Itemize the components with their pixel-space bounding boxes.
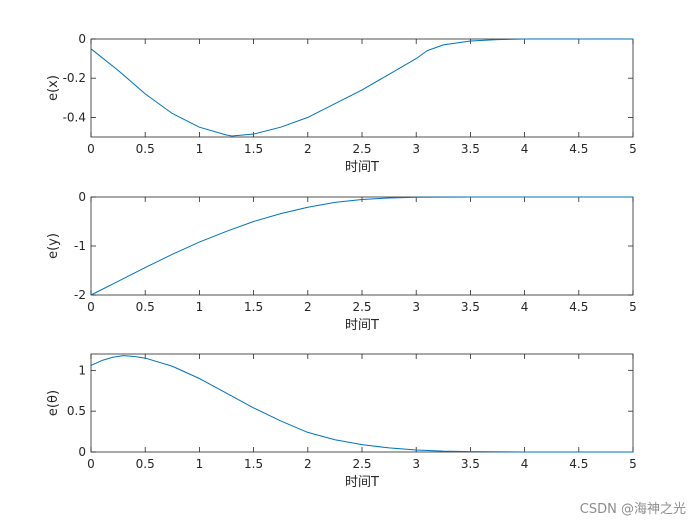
x-tick-label: 3.5: [461, 457, 480, 471]
x-tick-label: 0.5: [136, 142, 155, 156]
x-tick-label: 5: [629, 300, 637, 314]
x-tick-label: 3.5: [461, 142, 480, 156]
x-tick-label: 0.5: [136, 300, 155, 314]
x-tick-label: 3: [412, 457, 420, 471]
x-tick-label: 4: [521, 142, 529, 156]
x-tick-label: 4: [521, 300, 529, 314]
x-tick-label: 2: [304, 457, 312, 471]
y-tick-label: 1: [78, 363, 86, 377]
x-tick-label: 4.5: [569, 142, 588, 156]
x-tick-label: 3: [412, 142, 420, 156]
x-tick-label: 2.5: [352, 457, 371, 471]
x-tick-label: 2: [304, 142, 312, 156]
subplot-3: 0 0.5 1 1.5 2 2.5 3 3.5 4 4.5 5 0 0.5 1 时间T e(θ): [46, 353, 637, 490]
y-tick-label: -0.4: [63, 110, 86, 124]
x-tick-label: 4.5: [569, 300, 588, 314]
x-tick-label: 1: [196, 457, 204, 471]
x-axis-label: 时间T: [345, 160, 379, 175]
series-line-1: [90, 196, 633, 296]
subplot-2: 0 0.5 1 1.5 2 2.5 3 3.5 4 4.5 5 -2 -1 0 时间T e(y): [46, 190, 637, 333]
x-tick-label: 2.5: [352, 142, 371, 156]
x-tick-label: 1: [196, 300, 204, 314]
x-axis-label: 时间T: [345, 475, 379, 490]
x-tick-label: 1.5: [244, 142, 263, 156]
y-axis-label: e(y): [46, 233, 61, 259]
x-tick-label: 5: [629, 457, 637, 471]
series-line-1: [90, 38, 633, 137]
x-tick-label: 1.5: [244, 457, 263, 471]
x-tick-label: 0.5: [136, 457, 155, 471]
x-tick-label: 2: [304, 300, 312, 314]
y-tick-label: -1: [74, 239, 86, 253]
subplot-1: 0 0.5 1 1.5 2 2.5 3 3.5 4 4.5 5 -0.4 -0.2 0 时间T e(x): [46, 32, 637, 175]
y-tick-label: 0: [78, 445, 86, 459]
x-tick-label: 3: [412, 300, 420, 314]
x-tick-label: 4.5: [569, 457, 588, 471]
x-tick-label: 1.5: [244, 300, 263, 314]
x-tick-label: 5: [629, 142, 637, 156]
y-tick-label: -2: [74, 288, 86, 302]
x-tick-label: 2.5: [352, 300, 371, 314]
axes-box: [90, 196, 634, 296]
x-tick-label: 0: [87, 457, 95, 471]
y-tick-label: 0: [78, 190, 86, 204]
x-tick-label: 0: [87, 300, 95, 314]
y-axis-label: e(x): [46, 75, 61, 101]
y-axis-label: e(θ): [46, 390, 61, 416]
axes-box: [90, 353, 634, 453]
watermark: CSDN @海神之光: [579, 502, 686, 517]
x-tick-label: 0: [87, 142, 95, 156]
x-axis-label: 时间T: [345, 318, 379, 333]
y-tick-label: 0: [78, 32, 86, 46]
y-tick-label: -0.2: [63, 71, 86, 85]
x-tick-label: 3.5: [461, 300, 480, 314]
axes-box: [90, 38, 634, 138]
series-line-1: [90, 355, 633, 453]
x-tick-label: 4: [521, 457, 529, 471]
y-tick-label: 0.5: [67, 404, 86, 418]
x-tick-label: 1: [196, 142, 204, 156]
